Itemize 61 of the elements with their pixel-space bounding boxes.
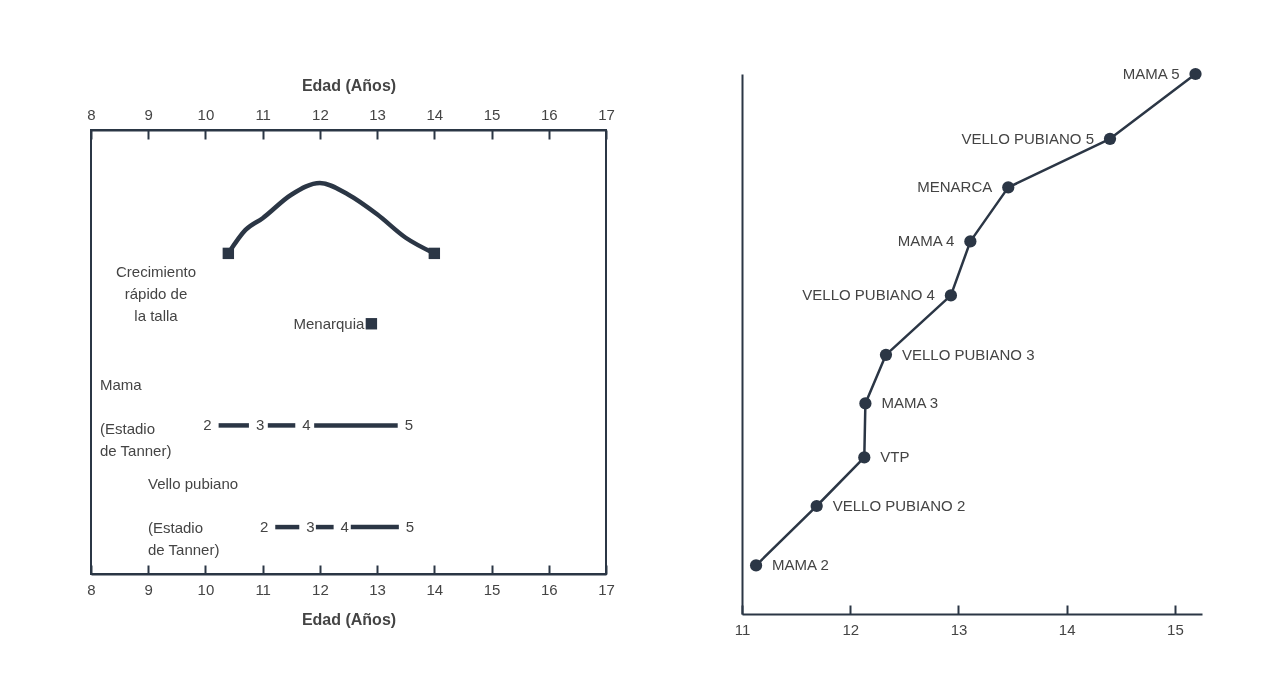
annotation: VELLO PUBIANO 5 — [961, 129, 1094, 147]
annotation: MAMA 4 — [897, 232, 955, 250]
x-tick-label: 11 — [255, 580, 271, 598]
annotation: MENARCA — [917, 178, 993, 196]
point — [859, 397, 872, 410]
x-tick-label: 15 — [483, 580, 501, 598]
x-tick-label: 14 — [1058, 620, 1076, 638]
point — [810, 499, 823, 513]
x-tick-label: 16 — [540, 580, 558, 598]
annotation: Vello pubiano — [148, 475, 239, 492]
x2-tick-label: 16 — [540, 105, 558, 123]
annotation: 2 — [259, 518, 269, 536]
x-tick-label: 11 — [734, 620, 751, 638]
annotation: 4 — [302, 416, 311, 434]
point — [1002, 181, 1015, 194]
annotation: MAMA 5 — [1122, 65, 1180, 82]
x-tick-label: 13 — [950, 620, 968, 638]
point — [749, 559, 763, 572]
annotation: MAMA 3 — [881, 394, 939, 412]
x-tick-label: 17 — [598, 580, 615, 598]
annotation: VELLO PUBIANO 4 — [802, 286, 935, 304]
point — [858, 451, 871, 464]
x2-axis-title: Edad (Años) — [301, 76, 397, 94]
annotation: MAMA 2 — [772, 556, 829, 574]
annotation: 3 — [255, 416, 265, 434]
x-tick-label: 8 — [87, 580, 96, 598]
x2-tick-label: 17 — [598, 105, 615, 123]
annotation: 5 — [404, 416, 414, 434]
point — [944, 289, 958, 302]
annotation: 2 — [203, 416, 212, 434]
x-tick-label: 13 — [369, 580, 386, 598]
point — [879, 348, 893, 361]
annotation: (Estadio de Tanner) — [100, 420, 172, 459]
x2-tick-label: 14 — [426, 105, 444, 123]
annotation: Mama — [100, 376, 143, 393]
x-axis-title: Edad (Años) — [301, 610, 397, 628]
x-tick-label: 10 — [197, 580, 215, 598]
x-tick-label: 14 — [426, 580, 444, 598]
annotation: 5 — [405, 518, 415, 536]
x-tick-label: 12 — [312, 580, 329, 598]
annotation: Crecimiento rápido de la talla — [115, 263, 197, 324]
annotation: (Estadio de Tanner) — [148, 519, 220, 558]
x2-tick-label: 15 — [483, 105, 501, 123]
point — [1189, 67, 1202, 81]
annotation: VTP — [880, 448, 910, 466]
x2-tick-label: 12 — [312, 105, 329, 123]
point — [1103, 132, 1117, 145]
x-tick-label: 15 — [1167, 620, 1184, 638]
x2-tick-label: 13 — [369, 105, 386, 123]
x2-tick-label: 11 — [255, 105, 271, 123]
x2-tick-label: 8 — [87, 105, 96, 123]
annotation: 4 — [340, 518, 349, 536]
annotation: Menarquia — [293, 314, 366, 332]
x-tick-label: 12 — [842, 620, 860, 638]
annotation: 3 — [306, 518, 315, 536]
x2-tick-label: 10 — [197, 105, 215, 123]
x2-tick-label: 9 — [144, 105, 153, 123]
annotation: VELLO PUBIANO 3 — [901, 345, 1035, 363]
point — [964, 235, 977, 248]
annotation: VELLO PUBIANO 2 — [832, 497, 966, 514]
x-tick-label: 9 — [144, 580, 153, 598]
